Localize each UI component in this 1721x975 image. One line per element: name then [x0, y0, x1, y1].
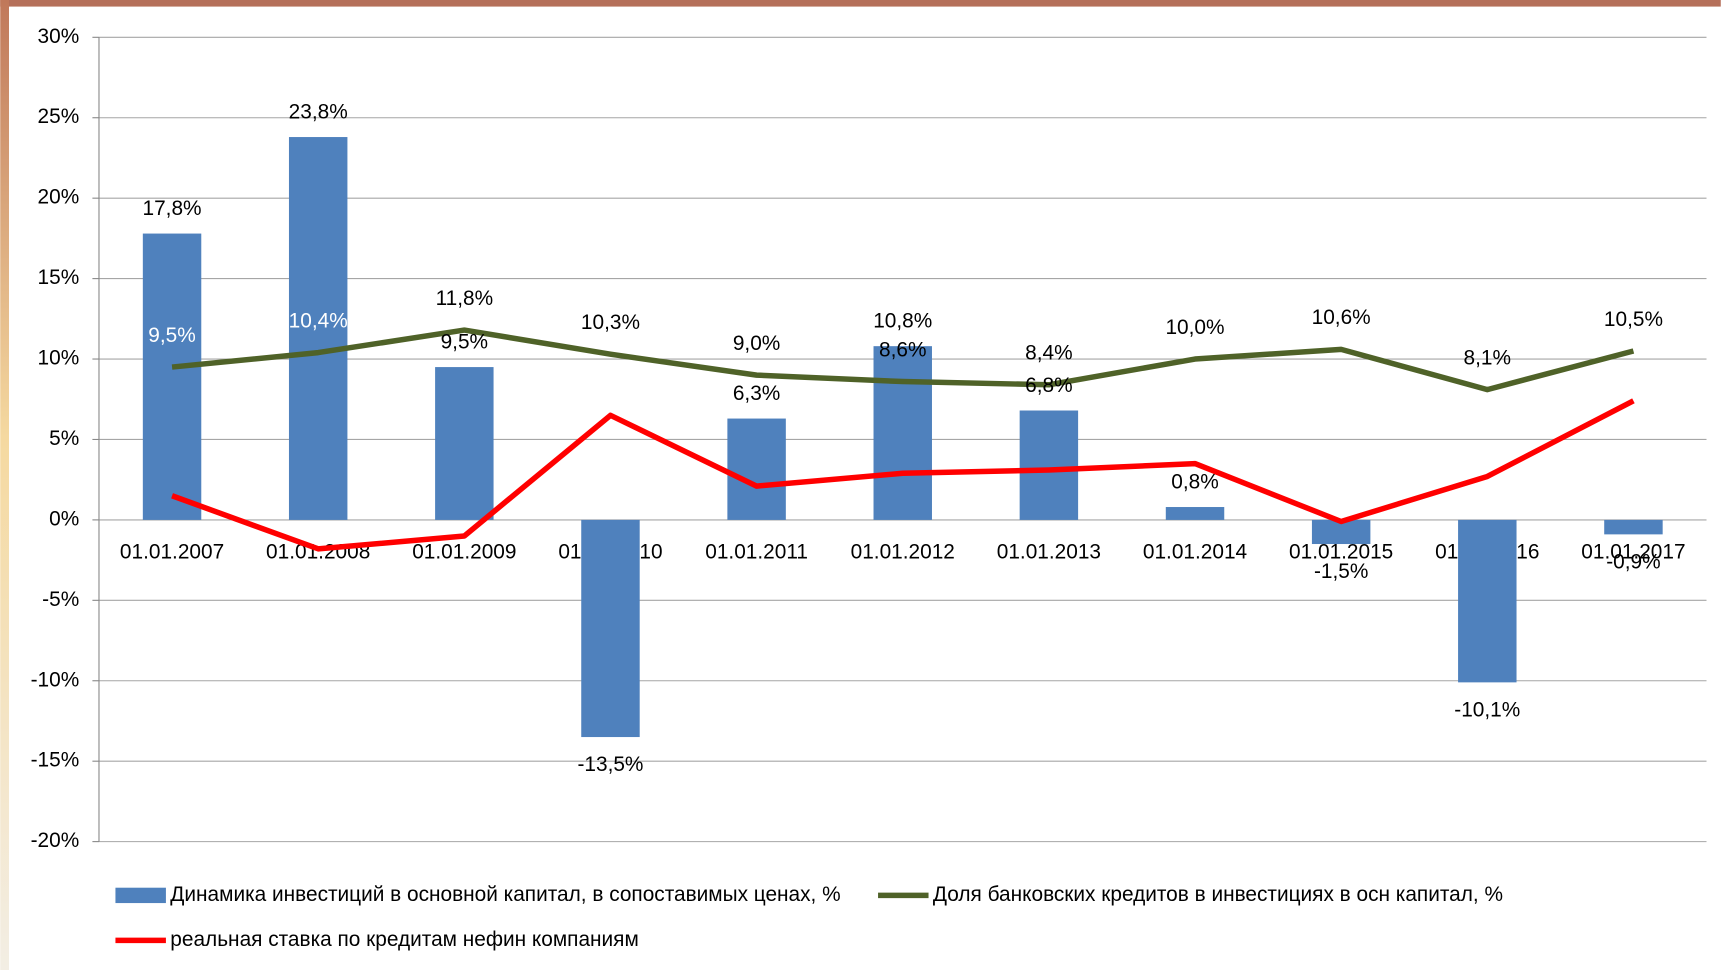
line [171, 327, 1635, 393]
data-label: 10,4% [289, 309, 348, 332]
legend-swatch [115, 887, 166, 904]
data-label: 8,6% [879, 338, 926, 361]
side-border [0, 0, 10, 970]
x-tick-label: 01.01.2009 [412, 540, 516, 563]
top-border [0, 0, 1721, 7]
data-label: -1,5% [1314, 560, 1368, 583]
data-label: -10,1% [1454, 698, 1520, 721]
data-label: 6,3% [733, 382, 780, 405]
data-label: 8,4% [1025, 342, 1072, 365]
data-label: -0,9% [1606, 550, 1660, 573]
bar [727, 418, 786, 520]
data-label: 9,5% [441, 330, 488, 353]
legend-label: Динамика инвестиций в основной капитал, … [170, 883, 840, 906]
legend-label: Доля банковских кредитов в инвестициях в… [933, 883, 1503, 906]
data-label: 17,8% [143, 197, 202, 220]
y-tick-label: 0% [49, 507, 79, 530]
x-tick-label: 01.01.2015 [1289, 540, 1393, 563]
x-tick-label: 01.01.2007 [120, 540, 224, 563]
data-label: 23,8% [289, 100, 348, 123]
data-label: 9,0% [733, 332, 780, 355]
data-label: 10,0% [1165, 316, 1224, 339]
x-tick-label: 01.01.2011 [705, 540, 808, 563]
line [171, 398, 1635, 552]
data-label: -13,5% [577, 753, 643, 776]
x-tick-label: 01.01.2014 [1143, 540, 1247, 563]
bar [1458, 519, 1517, 683]
legend-label: реальная ставка по кредитам нефин компан… [170, 928, 638, 951]
y-tick-label: 30% [38, 25, 80, 48]
bar [873, 346, 932, 520]
y-tick-label: -20% [31, 829, 80, 852]
bar [1165, 507, 1225, 520]
y-tick-label: -15% [31, 749, 80, 772]
data-label: 10,5% [1604, 308, 1663, 331]
bar [1604, 519, 1663, 535]
x-tick-label: 01.01.2012 [851, 540, 955, 563]
x-tick-label: 01.01.2013 [997, 540, 1101, 563]
bar [142, 233, 202, 520]
bar [288, 137, 348, 520]
y-tick-label: 25% [38, 105, 80, 128]
x-tick-label: 01.01.2017 [1581, 540, 1685, 563]
data-label: 8,1% [1464, 346, 1511, 369]
data-label: 11,8% [436, 287, 494, 310]
data-label: 0,8% [1171, 470, 1218, 493]
data-label: 10,8% [873, 310, 932, 333]
y-tick-label: 15% [38, 266, 80, 289]
data-label: 6,8% [1025, 374, 1072, 397]
data-label: 10,3% [581, 311, 640, 334]
bar [435, 367, 494, 520]
data-label: 10,6% [1312, 306, 1371, 329]
y-tick-label: -5% [42, 588, 79, 611]
y-tick-label: 20% [38, 186, 80, 209]
y-tick-label: 5% [49, 427, 79, 450]
data-label: 9,5% [148, 324, 195, 347]
bar [581, 519, 640, 738]
y-tick-label: -10% [31, 668, 80, 691]
bar [1019, 410, 1079, 520]
y-tick-label: 10% [38, 347, 80, 370]
